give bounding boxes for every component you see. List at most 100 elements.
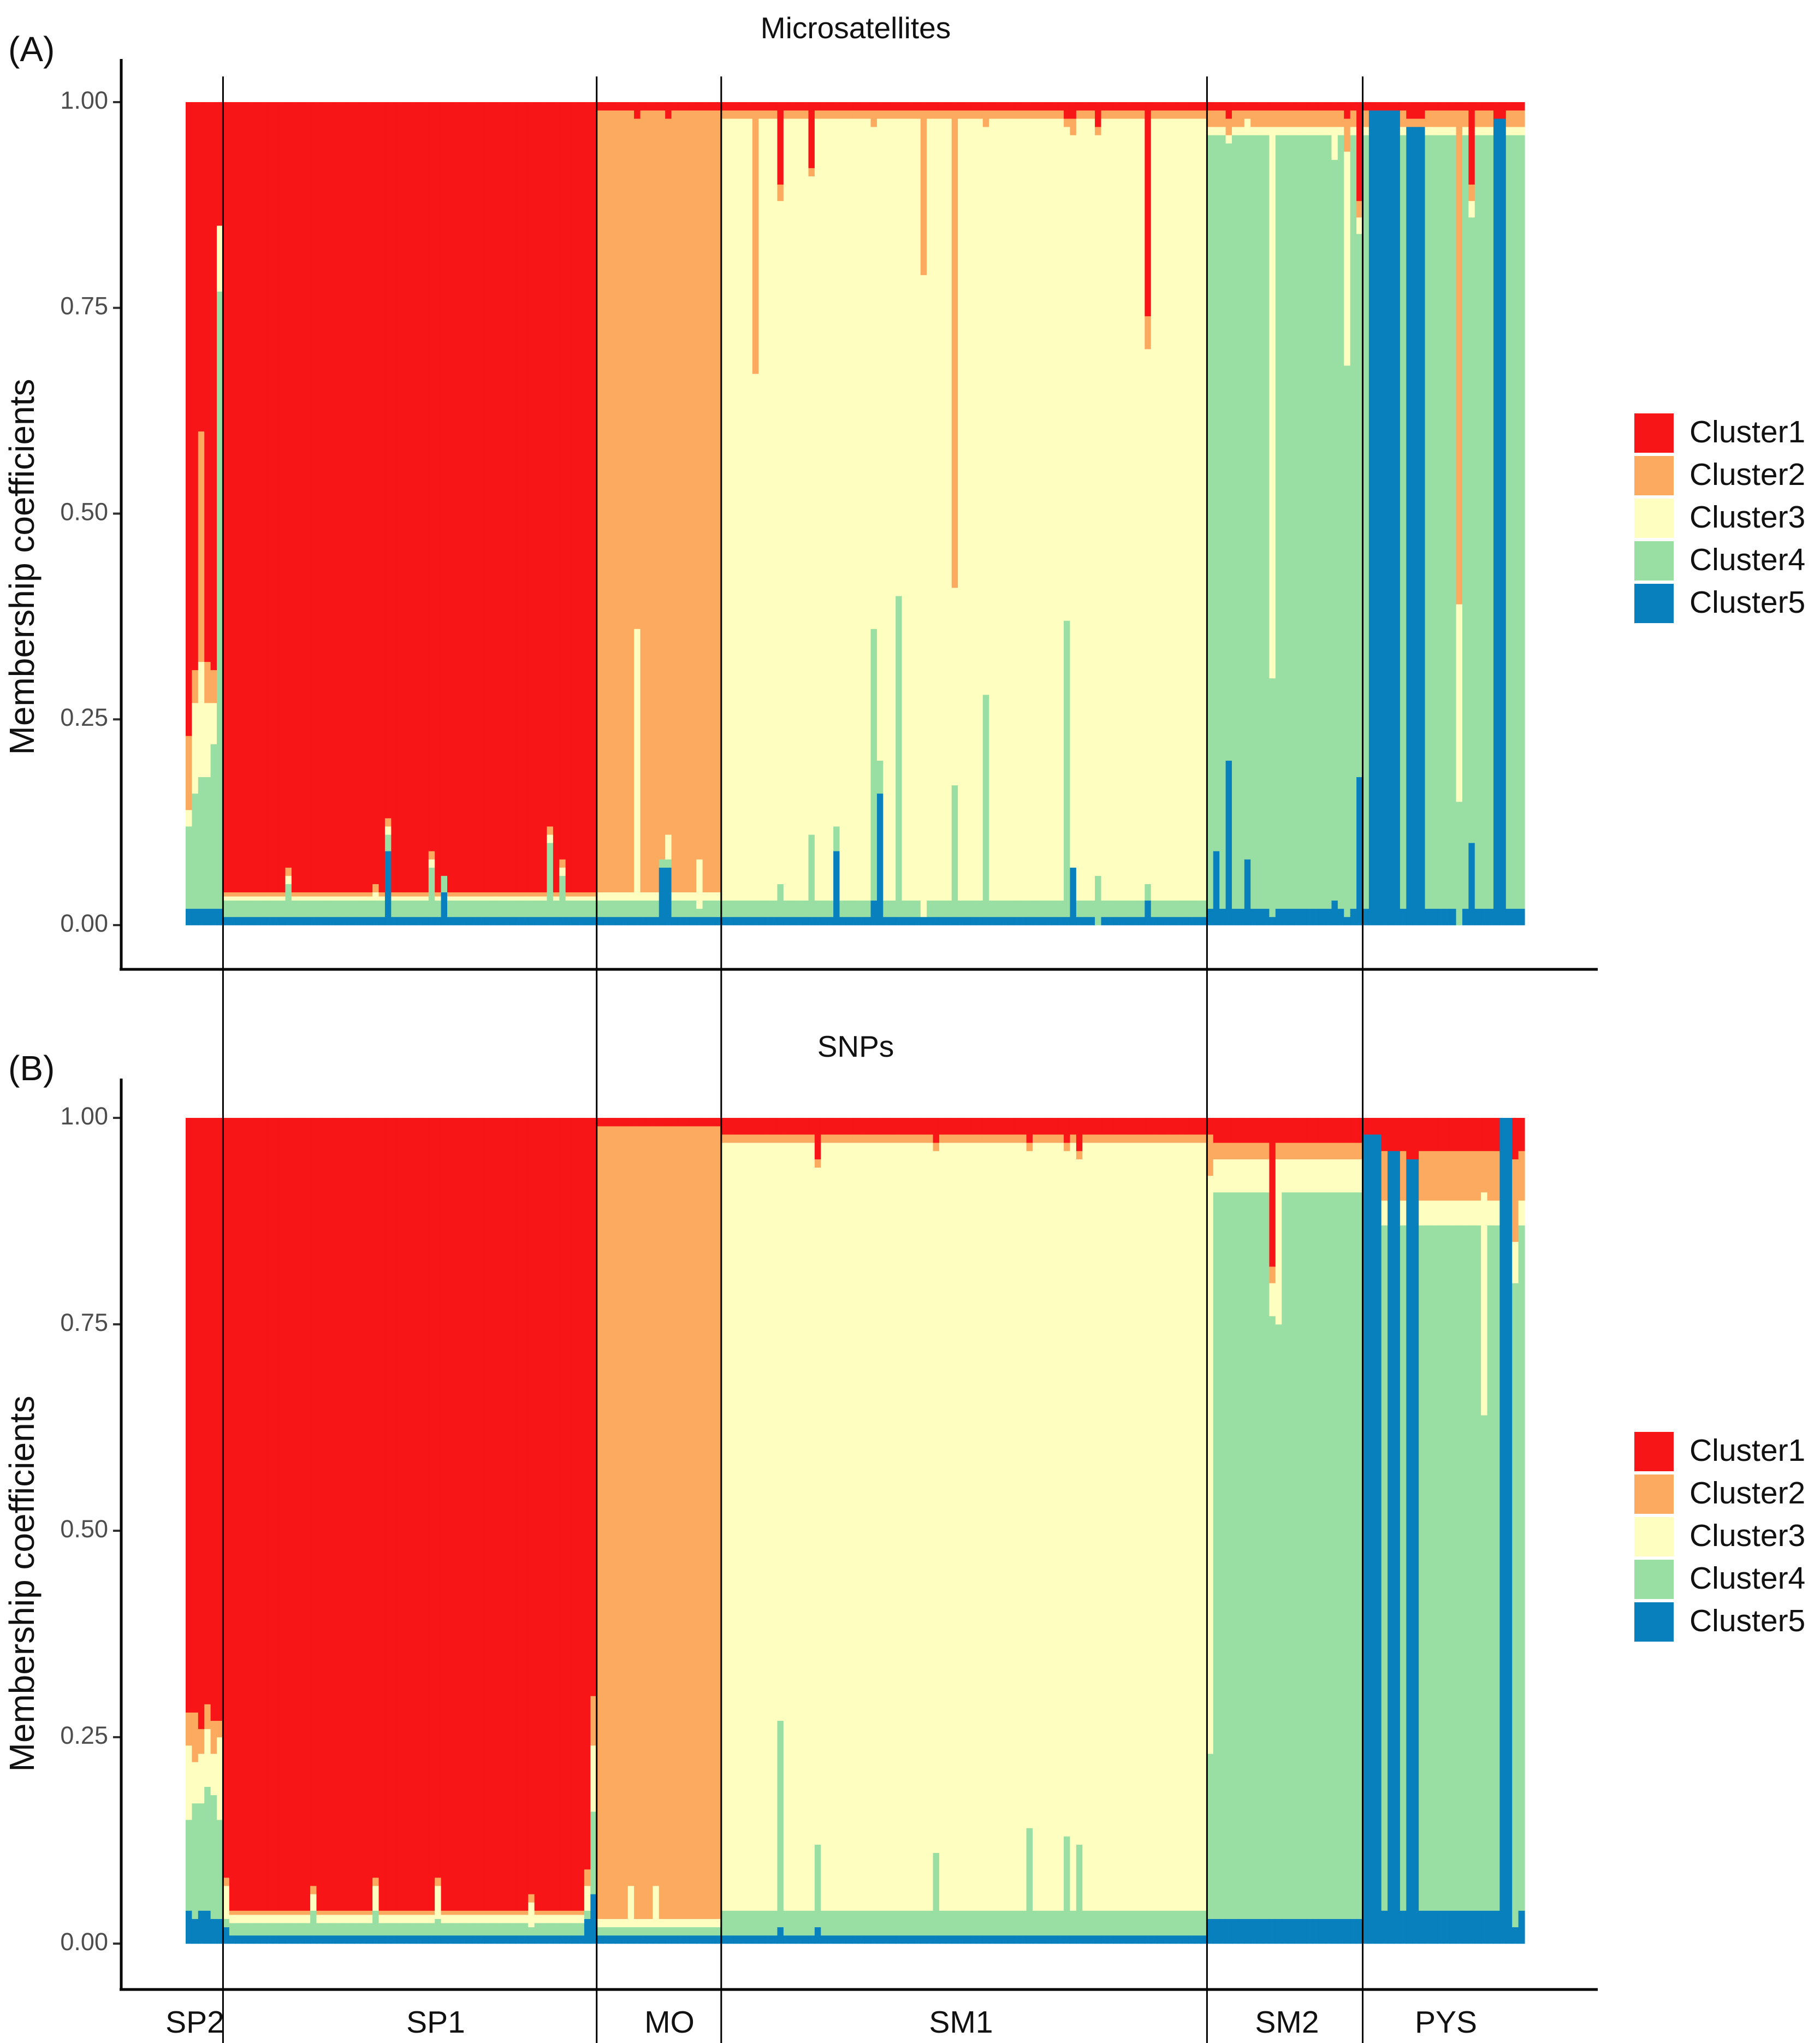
- bar-segment-mo-cluster5: [684, 916, 691, 926]
- bar-segment-sm1-cluster4: [733, 900, 740, 917]
- bar-segment-sp2-cluster2: [192, 1712, 199, 1762]
- bar-segment-mo-cluster2: [690, 1126, 697, 1919]
- bar-segment-sm1-cluster2: [1076, 110, 1083, 119]
- bar-segment-sm1-cluster5: [927, 916, 934, 926]
- bar-segment-pys-cluster5: [1487, 1910, 1494, 1944]
- bar-segment-sp1-cluster2: [266, 892, 274, 897]
- bar-segment-sm1-cluster2: [721, 110, 728, 119]
- bar-segment-sm1-cluster3: [764, 1142, 772, 1911]
- bar-segment-sp1-cluster2: [260, 1910, 267, 1915]
- bar-segment-sp1-cluster5: [404, 916, 411, 926]
- bar-segment-sm2-cluster4: [1282, 135, 1289, 909]
- bar-segment-sp1-cluster2: [322, 1910, 329, 1915]
- bar-segment-sm1-cluster3: [1013, 119, 1021, 901]
- bar-segment-sp1-cluster4: [372, 1910, 380, 1936]
- bar-segment-sm1-cluster5: [1200, 1935, 1207, 1944]
- bar-segment-sm1-cluster1: [852, 102, 859, 111]
- bar-segment-sm1-cluster5: [1082, 1935, 1089, 1944]
- bar-segment-sp1-cluster5: [521, 1935, 529, 1944]
- bar-segment-sm2-cluster2: [1213, 110, 1220, 127]
- bar-segment-sm1-cluster1: [1070, 102, 1077, 119]
- bar-segment-sm1-cluster2: [1157, 1134, 1164, 1143]
- bar-segment-sm1-cluster3: [771, 119, 778, 901]
- bar-segment-sm1-cluster3: [1051, 1142, 1058, 1911]
- bar-segment-sm2-cluster1: [1244, 102, 1251, 111]
- bar-segment-mo-cluster3: [715, 1918, 722, 1928]
- bar-segment-sp1-cluster1: [272, 1118, 280, 1911]
- bar-segment-pys-cluster3: [1425, 1200, 1432, 1225]
- bar-segment-mo-cluster1: [684, 1118, 691, 1127]
- bar-segment-pys-cluster1: [1474, 102, 1481, 111]
- bar-segment-pys-cluster1: [1419, 1118, 1426, 1151]
- bar-segment-sp1-cluster5: [248, 1935, 255, 1944]
- bar-segment-sp2-cluster3: [198, 1754, 205, 1804]
- bar-segment-sm1-cluster2: [727, 1134, 734, 1143]
- bar-segment-sm2-cluster4: [1244, 135, 1251, 860]
- bar-segment-sm1-cluster3: [902, 1142, 909, 1911]
- bar-segment-sm1-cluster5: [790, 916, 797, 926]
- bar-segment-sm1-cluster4: [1101, 1910, 1108, 1936]
- bar-segment-pys-cluster2: [1481, 110, 1488, 127]
- bar-segment-sm1-cluster2: [1182, 1134, 1189, 1143]
- bar-segment-sm2-cluster3: [1231, 1159, 1238, 1193]
- bar-segment-sm1-cluster1: [1113, 102, 1121, 111]
- bar-segment-pys-cluster3: [1450, 1200, 1457, 1225]
- bar-segment-sp1-cluster1: [453, 1118, 460, 1911]
- bar-segment-sp2-cluster1: [186, 1118, 192, 1713]
- bar-segment-sm1-cluster5: [833, 1935, 840, 1944]
- bar-segment-sm1-cluster3: [727, 1142, 734, 1911]
- bar-segment-sm1-cluster2: [1176, 1134, 1183, 1143]
- bar-segment-sp1-cluster3: [472, 896, 479, 901]
- bar-segment-sp1-cluster4: [453, 1923, 460, 1936]
- bar-segment-sp1-cluster5: [272, 1935, 280, 1944]
- bar-segment-sm1-cluster2: [1169, 1134, 1176, 1143]
- bar-segment-sm1-cluster2: [796, 1134, 803, 1143]
- bar-segment-sm1-cluster2: [758, 110, 766, 119]
- bar-segment-sp1-cluster1: [310, 1118, 317, 1886]
- bar-segment-sm1-cluster1: [870, 1118, 878, 1135]
- population-labels: SP2 SP1 MO SM1 SM2 PYS: [165, 2005, 1477, 2040]
- bar-segment-sp1-cluster1: [285, 1118, 292, 1911]
- bar-segment-mo-cluster2: [646, 1126, 653, 1919]
- bar-segment-sm2-cluster3: [1294, 1159, 1301, 1193]
- bar-segment-mo-cluster1: [621, 1118, 629, 1127]
- bar-segment-sp1-cluster5: [322, 916, 329, 926]
- bar-segment-sm2-cluster2: [1331, 110, 1338, 127]
- bar-segment-sm2-cluster3: [1288, 127, 1295, 135]
- bar-segment-sm1-cluster2: [1151, 110, 1158, 119]
- bar-segment-mo-cluster3: [627, 892, 635, 901]
- bar-segment-sp2-cluster4: [186, 826, 192, 909]
- bar-segment-sm1-cluster4: [970, 1910, 977, 1936]
- bar-segment-sm1-cluster2: [976, 1134, 983, 1143]
- bar-segment-sm1-cluster1: [920, 1118, 927, 1135]
- bar-segment-sm2-cluster2: [1294, 110, 1301, 127]
- bar-segment-sm1-cluster2: [771, 1134, 778, 1143]
- bar-segment-sm1-cluster4: [1020, 900, 1027, 917]
- bar-segment-sp1-cluster2: [453, 892, 460, 897]
- bar-segment-pys-cluster1: [1368, 102, 1376, 111]
- bar-segment-sm1-cluster5: [1157, 1935, 1164, 1944]
- bar-segment-sm1-cluster4: [1013, 900, 1021, 917]
- bar-segment-sp1-cluster3: [397, 896, 404, 901]
- bar-segment-sm1-cluster1: [1001, 102, 1009, 111]
- bar-segment-sp1-cluster2: [310, 892, 317, 897]
- bar-segment-sp2-cluster5: [186, 908, 192, 926]
- bar-segment-pys-cluster1: [1499, 102, 1507, 119]
- bar-segment-pys-cluster5: [1425, 908, 1432, 926]
- bar-segment-mo-cluster4: [665, 859, 672, 868]
- bar-segment-sm1-cluster5: [908, 916, 915, 926]
- bar-segment-sm1-cluster4: [777, 1720, 784, 1928]
- bar-segment-sm1-cluster1: [1132, 102, 1139, 111]
- bar-segment-sp1-cluster5: [272, 916, 280, 926]
- bar-segment-sp1-cluster2: [298, 1910, 305, 1915]
- bar-segment-sp2-cluster5: [204, 908, 211, 926]
- bar-segment-sm1-cluster5: [827, 916, 834, 926]
- bar-segment-sm1-cluster2: [783, 110, 790, 119]
- bar-segment-sm1-cluster5: [740, 916, 747, 926]
- bar-segment-sp1-cluster3: [528, 1902, 535, 1928]
- bar-segment-pys-cluster2: [1419, 1151, 1426, 1201]
- bar-segment-sm1-cluster5: [870, 1935, 878, 1944]
- bar-segment-sp1-cluster3: [298, 1915, 305, 1923]
- bar-segment-sp1-cluster5: [285, 1935, 292, 1944]
- bar-segment-sm1-cluster4: [783, 900, 790, 917]
